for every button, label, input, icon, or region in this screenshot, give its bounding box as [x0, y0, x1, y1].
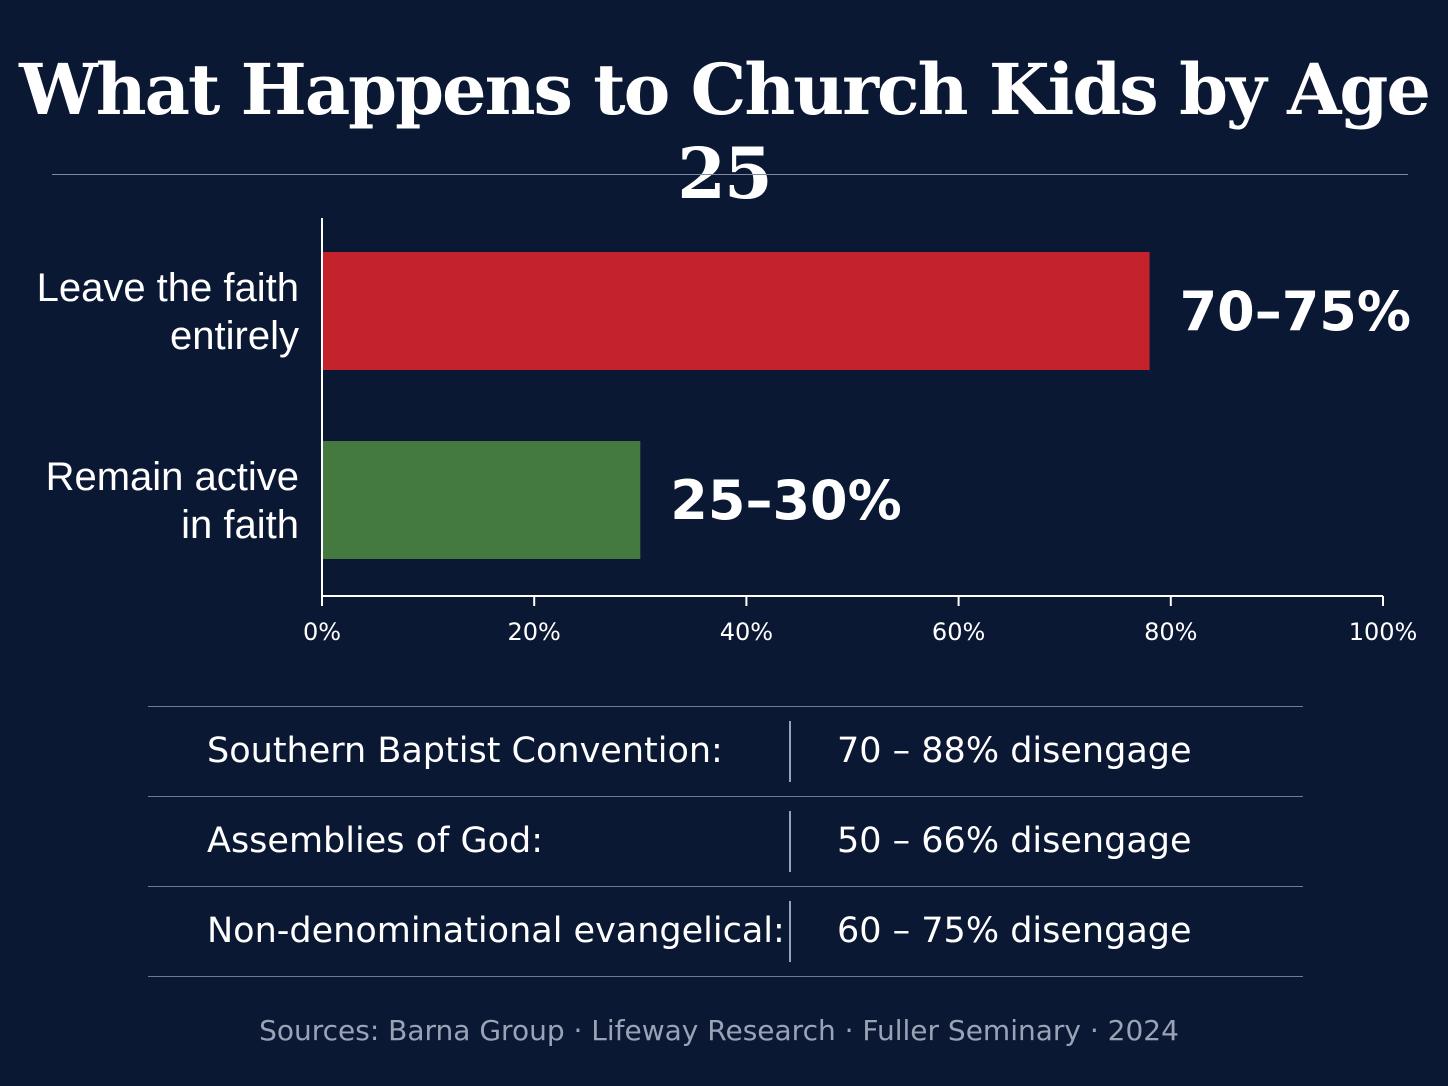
denomination-name: Southern Baptist Convention: [207, 731, 723, 771]
x-tick-label: 0% [303, 618, 341, 646]
x-tick-label: 40% [720, 618, 773, 646]
bar-chart: 0% 20% 40% 60% 80% 100% 70–75% Leave the faithe… [37, 218, 1418, 646]
bar-value-label: 70–75% [1180, 280, 1411, 343]
denomination-name: Assemblies of God: [207, 821, 544, 861]
category-label: in faith [181, 503, 299, 547]
x-tick-label: 80% [1144, 618, 1197, 646]
bar [323, 441, 641, 559]
disengage-rate: 50 – 66% disengage [837, 821, 1192, 861]
denomination-table: Southern Baptist Convention: 70 – 88% di… [148, 706, 1303, 977]
bar [323, 252, 1150, 370]
x-tick-label: 60% [932, 618, 985, 646]
denomination-name: Non-denominational evangelical: [207, 911, 785, 951]
disengage-rate: 60 – 75% disengage [837, 911, 1192, 951]
disengage-rate: 70 – 88% disengage [837, 731, 1192, 771]
title-divider [52, 174, 1408, 175]
sources-footnote: Sources: Barna Group · Lifeway Research … [259, 1014, 1179, 1047]
bar-value-label: 25–30% [670, 469, 901, 532]
denomination-row: Non-denominational evangelical: 60 – 75%… [148, 887, 1303, 977]
column-divider [789, 721, 791, 782]
denomination-row: Assemblies of God: 50 – 66% disengage [148, 797, 1303, 887]
chart-title: What Happens to Church Kids by Age 25 [19, 48, 1431, 215]
column-divider [789, 811, 791, 872]
x-tick-label: 100% [1349, 618, 1418, 646]
denomination-row: Southern Baptist Convention: 70 – 88% di… [148, 707, 1303, 797]
category-label: Leave the faith [37, 266, 299, 310]
category-label: entirely [170, 314, 299, 358]
category-label: Remain active [46, 455, 299, 499]
column-divider [789, 901, 791, 962]
x-tick-label: 20% [508, 618, 561, 646]
